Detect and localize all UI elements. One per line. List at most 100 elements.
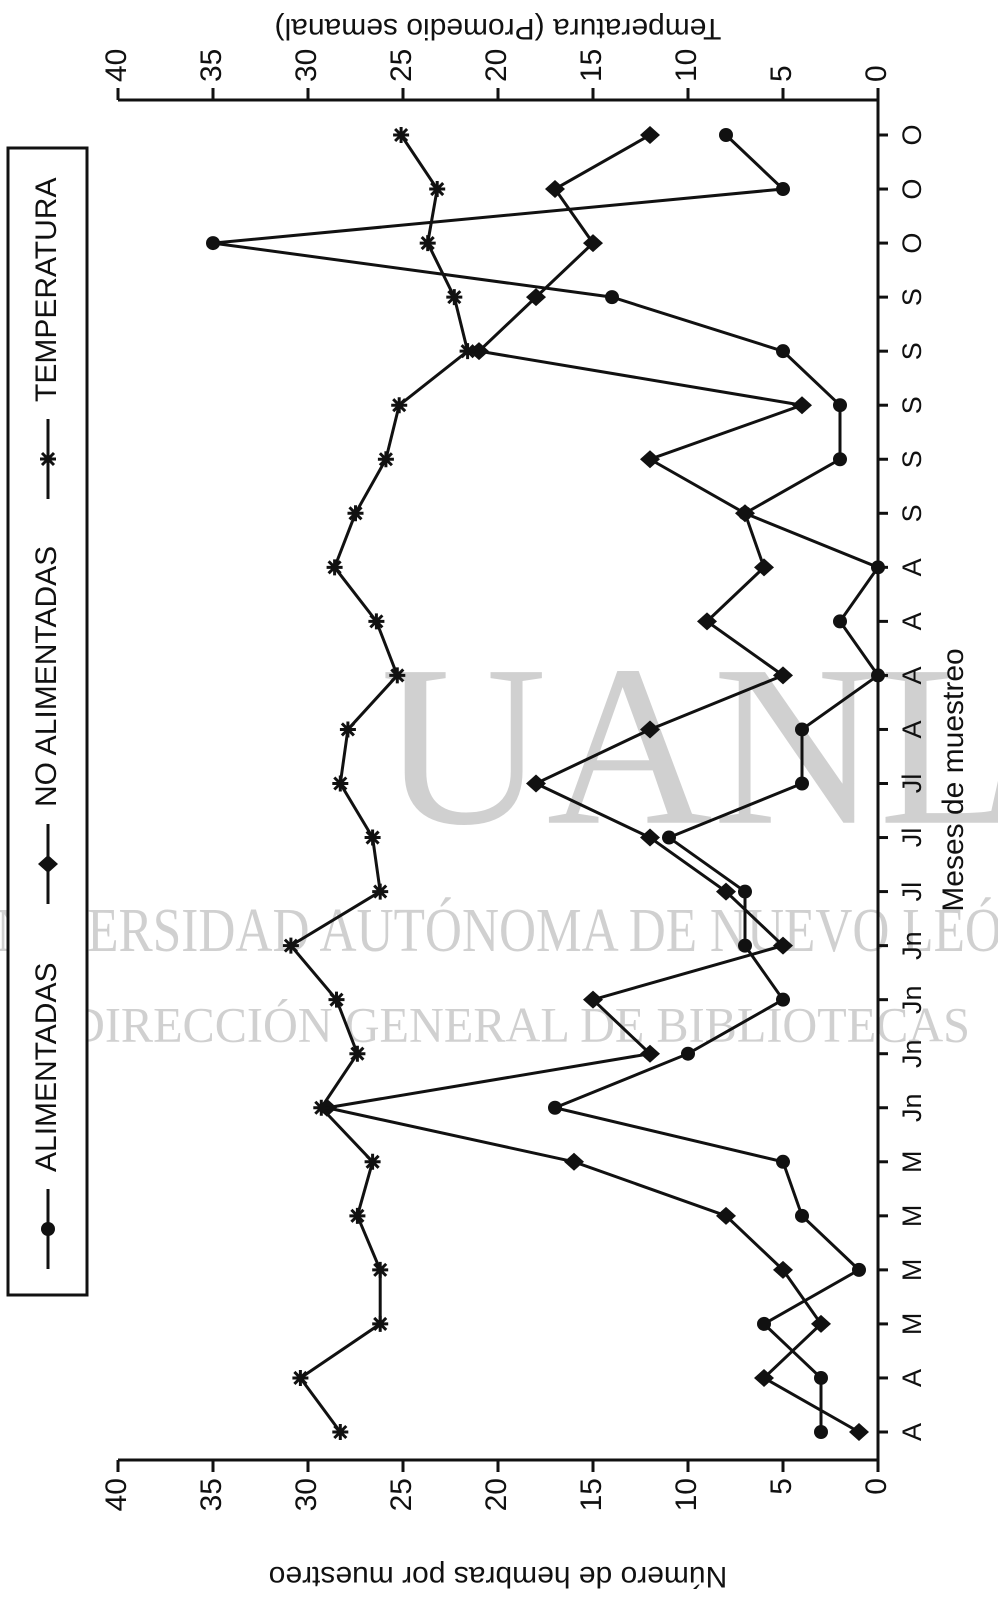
point [40,451,56,467]
point [833,398,847,413]
point [833,452,847,467]
point [716,882,736,901]
point [814,1425,828,1439]
point [372,883,389,900]
rotated-chart: 0 5 10 15 20 25 30 35 40 0 5 10 15 20 25 30 35 40 A A M M M M Jn… [6,12,970,1593]
point [368,613,385,630]
point [605,290,619,305]
point [776,344,790,359]
point [795,776,809,791]
point [364,1153,381,1170]
point [833,614,847,629]
x-tick-label: A [897,1423,927,1441]
y-tick-label: 35 [195,1478,228,1511]
x-tick-label: Jn [897,931,927,960]
point [372,1261,389,1278]
point [349,1045,366,1062]
y2-tick-label: 0 [860,65,893,82]
point [364,829,381,846]
y-axis-label: Número de hembras por muestreo [269,1560,728,1593]
point [776,1154,790,1169]
point [738,884,752,899]
point [852,1262,866,1277]
point [773,1260,793,1279]
point [773,666,793,685]
x-tick-label: S [897,342,927,360]
point [640,450,660,469]
point [328,991,345,1008]
y-tick-label: 25 [385,1478,418,1511]
point [849,1423,869,1441]
x-tick-label: Jl [897,828,927,848]
point [339,721,356,738]
x-tick-label: O [897,179,927,200]
point [313,1099,330,1116]
y-tick-label: 40 [100,1478,133,1511]
point [640,720,660,739]
point [526,774,546,793]
y2-tick-label: 35 [195,49,228,82]
x-tick-label: A [897,720,927,738]
point [332,1424,349,1440]
point [754,1368,774,1387]
point [757,1316,771,1331]
point [282,937,299,954]
point [583,234,603,253]
x-tick-label: Jn [897,1039,927,1068]
point [776,992,790,1007]
point [776,182,790,197]
y-tick-label: 5 [765,1478,798,1495]
point [716,1206,736,1225]
point [429,181,446,198]
point [697,612,717,631]
x-tick-label: O [897,124,927,145]
point [292,1369,309,1386]
watermark: DIRECCIÓN GENERAL DE BIBLIOTECAS [70,996,970,1052]
point [419,235,436,252]
legend-label: ALIMENTADAS [30,963,63,1173]
point [583,990,603,1009]
x-tick-label: M [897,1151,927,1174]
point [792,396,812,415]
x-axis-label: Meses de muestreo [937,648,970,911]
point [811,1314,831,1333]
point [640,828,660,847]
y2-tick-label: 5 [765,65,798,82]
point [640,1044,660,1063]
point [347,505,364,522]
y2-tick-label: 20 [480,49,513,82]
x-tick-label: S [897,504,927,522]
point [640,126,660,144]
point [871,668,885,683]
x-tick-label: A [897,612,927,630]
point [38,855,58,873]
point [545,180,565,199]
y-tick-label: 20 [480,1478,513,1511]
point [526,288,546,307]
point [372,1315,389,1332]
x-tick-label: O [897,233,927,254]
watermark: UNIVERSIDAD AUTÓNOMA DE NUEVO LEÓN [0,897,998,965]
point [389,667,406,684]
point [795,1208,809,1223]
y2-tick-label: 25 [385,49,418,82]
point [332,775,349,792]
point [871,560,885,575]
x-tick-label: Jl [897,774,927,794]
point [773,936,793,955]
point [738,938,752,953]
point [459,343,476,360]
legend-label: TEMPERATURA [30,178,63,402]
point [391,397,408,414]
y-tick-label: 15 [575,1478,608,1511]
x-tick-label: M [897,1313,927,1336]
x-tick-label: Jn [897,1093,927,1122]
point [393,127,410,143]
y2-tick-label: 15 [575,49,608,82]
legend-label: NO ALIMENTADAS [30,546,63,807]
x-tick-label: M [897,1259,927,1282]
x-tick-label: M [897,1205,927,1228]
y2-tick-label: 40 [100,49,133,82]
x-tick-label: S [897,288,927,306]
y2-tick-label: 30 [290,49,323,82]
